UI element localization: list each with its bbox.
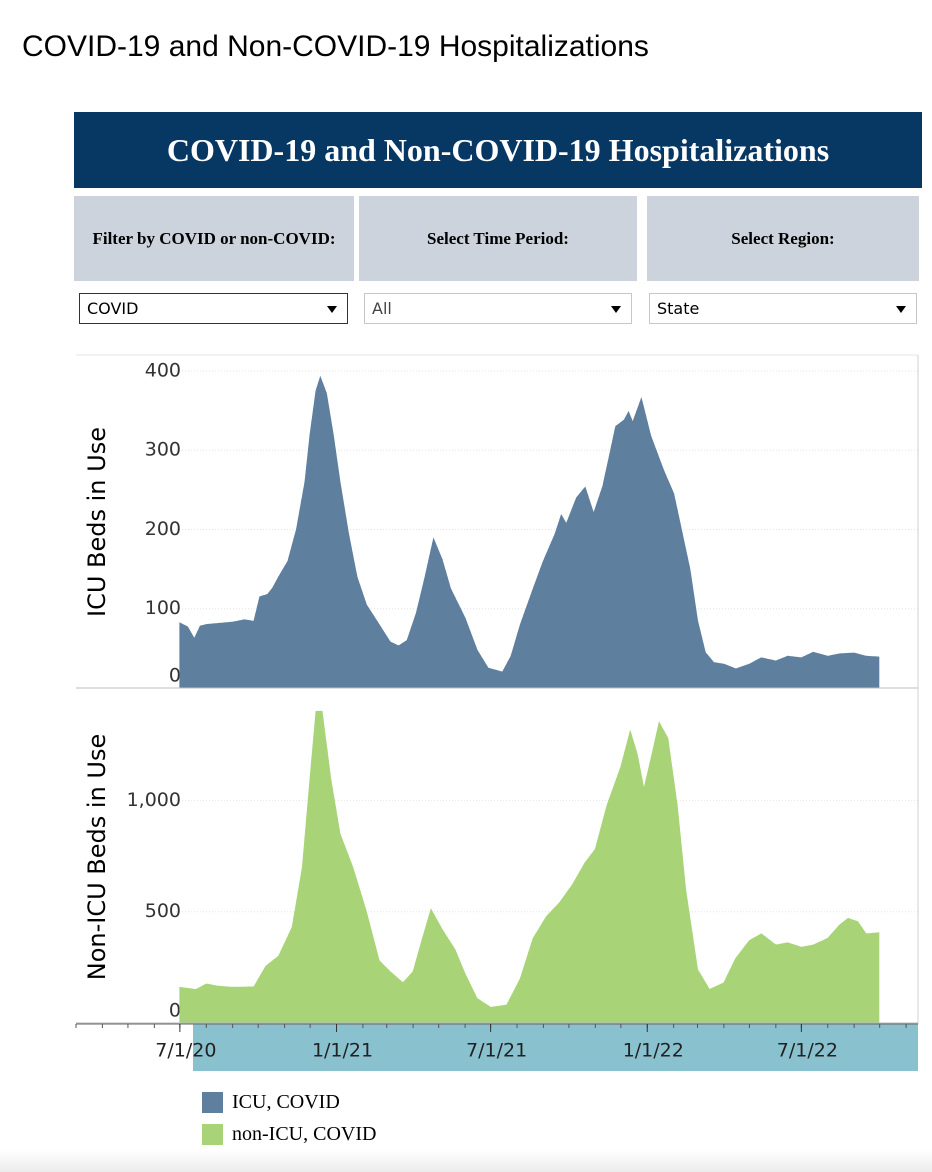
chevron-down-icon: [611, 306, 621, 313]
y-axis-title: Non-ICU Beds in Use: [83, 734, 111, 980]
legend-swatch-icu: [202, 1092, 223, 1113]
time-period-dropdown[interactable]: All: [364, 293, 632, 324]
chevron-down-icon: [327, 306, 337, 313]
region-value: State: [657, 299, 700, 318]
x-tick-label: 7/1/20: [155, 1040, 216, 1062]
legend-item-icu[interactable]: ICU, COVID: [202, 1091, 340, 1114]
hospitalization-chart: 0 100 200 300 400 ICU Beds in Use 0 500 1,000 Non…: [75, 354, 919, 1071]
legend-swatch-non-icu: [202, 1124, 223, 1145]
y-tick-label: 400: [145, 359, 181, 381]
page-title: COVID-19 and Non-COVID-19 Hospitalizatio…: [22, 30, 649, 63]
y-tick-label: 0: [169, 665, 181, 687]
x-tick-label: 7/1/22: [777, 1040, 838, 1062]
y-axis-title: ICU Beds in Use: [83, 427, 111, 617]
region-label-text: Select Region:: [731, 228, 835, 248]
covid-filter-value: COVID: [87, 299, 139, 318]
time-period-label: Select Time Period:: [359, 196, 637, 281]
legend-item-non-icu[interactable]: non-ICU, COVID: [202, 1123, 376, 1146]
x-tick-label: 7/1/21: [466, 1040, 527, 1062]
y-tick-label: 500: [145, 900, 181, 922]
y-tick-label: 1,000: [127, 789, 181, 811]
x-tick-label: 1/1/22: [623, 1040, 684, 1062]
legend-label-non-icu: non-ICU, COVID: [232, 1123, 377, 1145]
x-tick-label: 1/1/21: [312, 1040, 373, 1062]
x-axis-band: [193, 1024, 918, 1071]
covid-filter-label: Filter by COVID or non-COVID:: [74, 196, 354, 281]
time-period-label-text: Select Time Period:: [427, 228, 569, 248]
bottom-shadow: [0, 1150, 932, 1172]
region-dropdown[interactable]: State: [649, 293, 917, 324]
y-tick-label: 100: [145, 597, 181, 619]
covid-filter-label-text: Filter by COVID or non-COVID:: [92, 228, 336, 248]
banner-title: COVID-19 and Non-COVID-19 Hospitalizatio…: [166, 131, 830, 168]
y-tick-label: 300: [145, 439, 181, 461]
region-label: Select Region:: [647, 196, 919, 281]
y-tick-label: 200: [145, 518, 181, 540]
time-period-value: All: [372, 299, 392, 318]
non-icu-covid-area: [179, 710, 880, 1024]
y-tick-label: 0: [169, 1000, 181, 1022]
legend-label-icu: ICU, COVID: [232, 1091, 340, 1113]
covid-filter-dropdown[interactable]: COVID: [79, 293, 348, 324]
plot-background: [76, 355, 918, 1024]
chevron-down-icon: [896, 306, 906, 313]
icu-covid-area: [179, 375, 880, 689]
dashboard-banner: COVID-19 and Non-COVID-19 Hospitalizatio…: [74, 112, 922, 188]
